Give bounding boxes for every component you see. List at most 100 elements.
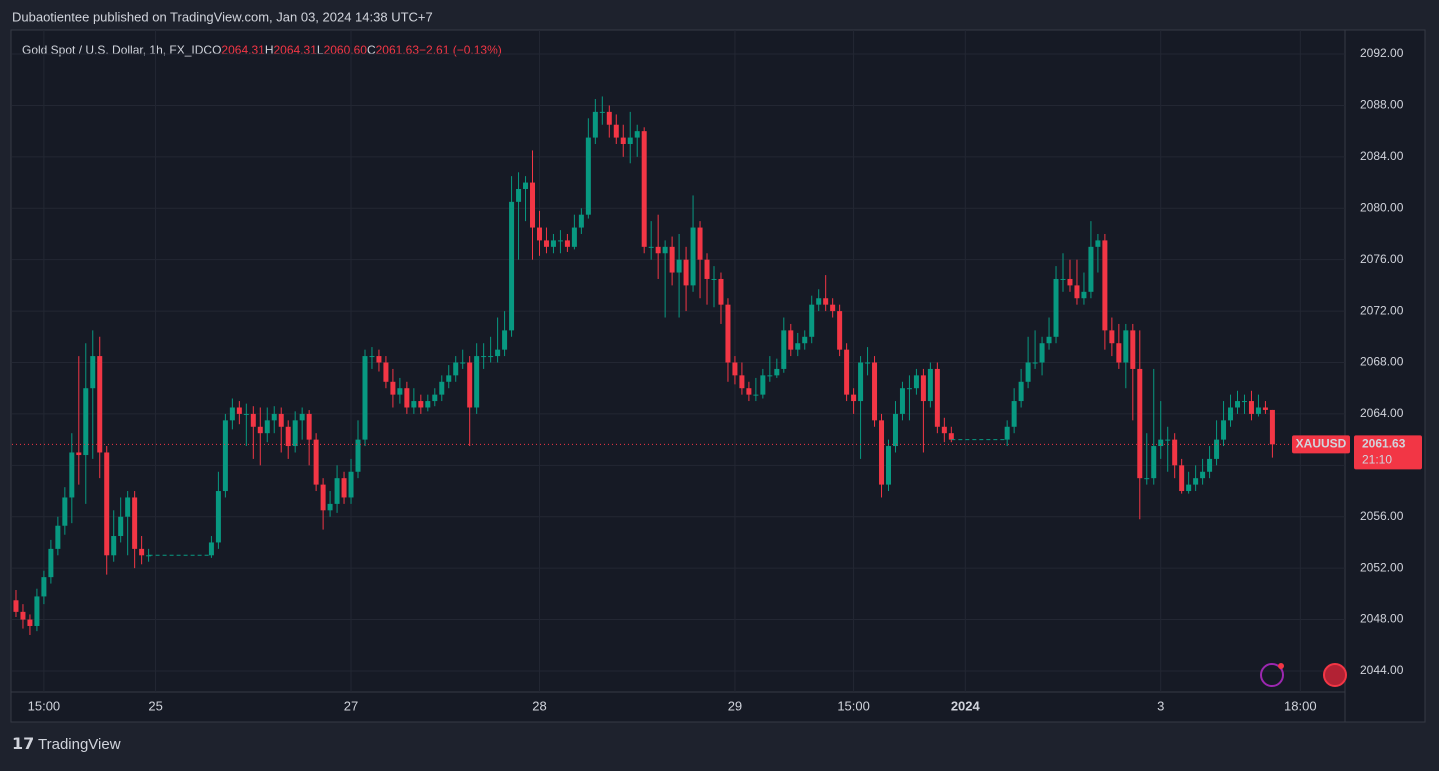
candle-body bbox=[1025, 362, 1031, 382]
candle-body bbox=[215, 491, 221, 543]
x-tick-label: 28 bbox=[532, 698, 546, 713]
candle-body bbox=[760, 375, 766, 395]
candle-body bbox=[934, 368, 940, 427]
candle-body bbox=[858, 362, 864, 402]
candle-body bbox=[90, 356, 96, 389]
candle-body bbox=[1228, 407, 1234, 421]
candle-body bbox=[460, 362, 466, 364]
candle-body bbox=[1235, 401, 1241, 408]
candle-body bbox=[879, 420, 885, 485]
publisher: Dubaotientee published on TradingView.co… bbox=[12, 9, 433, 24]
candle-body bbox=[1221, 420, 1227, 440]
candle-body bbox=[83, 388, 89, 456]
alert-icon[interactable] bbox=[1260, 663, 1284, 687]
candle-body bbox=[362, 356, 368, 440]
candle-body bbox=[1074, 285, 1080, 299]
candle-body bbox=[1179, 465, 1185, 492]
countdown-text: 21:10 bbox=[1362, 453, 1392, 467]
candle-body bbox=[1158, 439, 1164, 447]
candle-body bbox=[767, 375, 773, 377]
candle-body bbox=[641, 131, 647, 247]
candle-body bbox=[278, 413, 284, 427]
candle-body bbox=[1039, 343, 1045, 363]
candle-body bbox=[1214, 439, 1220, 459]
candle-body bbox=[1137, 368, 1143, 479]
candle-body bbox=[118, 516, 124, 537]
candle-body bbox=[264, 420, 270, 434]
candle-body bbox=[111, 536, 117, 556]
candle-body bbox=[20, 611, 26, 620]
symbol-tag-text: XAUUSD bbox=[1296, 437, 1347, 451]
candle-body bbox=[48, 548, 54, 578]
candle-body bbox=[355, 439, 361, 472]
candle-body bbox=[390, 381, 396, 395]
legend-item: 2061.63 bbox=[376, 43, 420, 57]
y-tick-label: 2072.00 bbox=[1360, 303, 1404, 317]
candle-body bbox=[327, 503, 333, 511]
candle-body bbox=[1067, 278, 1073, 286]
candle-body bbox=[613, 124, 619, 138]
candle-body bbox=[34, 596, 40, 626]
candle-body bbox=[509, 201, 515, 331]
candle-body bbox=[132, 497, 138, 549]
y-tick-label: 2092.00 bbox=[1360, 46, 1404, 60]
candle-body bbox=[418, 401, 424, 408]
candle-body bbox=[655, 246, 661, 254]
candle-body bbox=[1102, 240, 1108, 331]
candle-body bbox=[676, 259, 682, 273]
flag-icon[interactable] bbox=[1323, 663, 1347, 687]
candle-body bbox=[208, 542, 214, 556]
candle-body bbox=[334, 478, 340, 504]
x-tick-label: 27 bbox=[344, 698, 358, 713]
candle-body bbox=[411, 401, 417, 408]
candle-body bbox=[1032, 362, 1038, 364]
candle-body bbox=[899, 388, 905, 414]
candle-body bbox=[872, 362, 878, 421]
candle-body bbox=[634, 131, 640, 138]
candle-body bbox=[1200, 471, 1206, 479]
candle-body bbox=[543, 240, 549, 247]
candle-body bbox=[299, 413, 305, 421]
candle-body bbox=[606, 111, 612, 125]
candle-body bbox=[306, 413, 312, 440]
candle-body bbox=[41, 577, 47, 597]
candle-body bbox=[669, 246, 675, 273]
candle-body bbox=[502, 330, 508, 350]
candle-body bbox=[816, 298, 822, 305]
candle-body bbox=[739, 375, 745, 389]
candle-body bbox=[13, 600, 19, 612]
candle-body bbox=[948, 433, 954, 440]
candle-body bbox=[697, 227, 703, 260]
candle-body bbox=[76, 452, 82, 456]
candle-body bbox=[439, 381, 445, 395]
candle-body bbox=[1095, 240, 1101, 247]
candle-body bbox=[139, 548, 145, 556]
candle-body bbox=[704, 259, 710, 279]
candle-body bbox=[481, 356, 487, 358]
candle-body bbox=[1109, 330, 1115, 344]
candle-body bbox=[711, 278, 717, 280]
candle-body bbox=[1081, 291, 1087, 299]
candle-body bbox=[690, 227, 696, 286]
candle-body bbox=[341, 478, 347, 498]
candle-body bbox=[592, 111, 598, 138]
candle-body bbox=[348, 471, 354, 498]
candle-body bbox=[285, 426, 291, 447]
candle-body bbox=[271, 413, 277, 421]
candle-body bbox=[753, 394, 759, 396]
plot: 2044.002048.002052.002056.002060.002064.… bbox=[12, 30, 1422, 713]
legend-item: 2060.60 bbox=[324, 43, 368, 57]
candle-body bbox=[1004, 426, 1010, 440]
brand: 𝟭𝟳 TradingView bbox=[12, 736, 121, 753]
y-tick-label: 2048.00 bbox=[1360, 612, 1404, 626]
candle-body bbox=[236, 407, 242, 414]
x-tick-label: 29 bbox=[728, 698, 742, 713]
candle-body bbox=[1130, 330, 1136, 369]
candle-body bbox=[795, 343, 801, 350]
symbol-legend: Gold Spot / U.S. Dollar, 1h, FX_IDCO2064… bbox=[22, 43, 502, 57]
candle-body bbox=[69, 452, 75, 498]
candle-body bbox=[62, 497, 68, 526]
candle-body bbox=[781, 330, 787, 369]
